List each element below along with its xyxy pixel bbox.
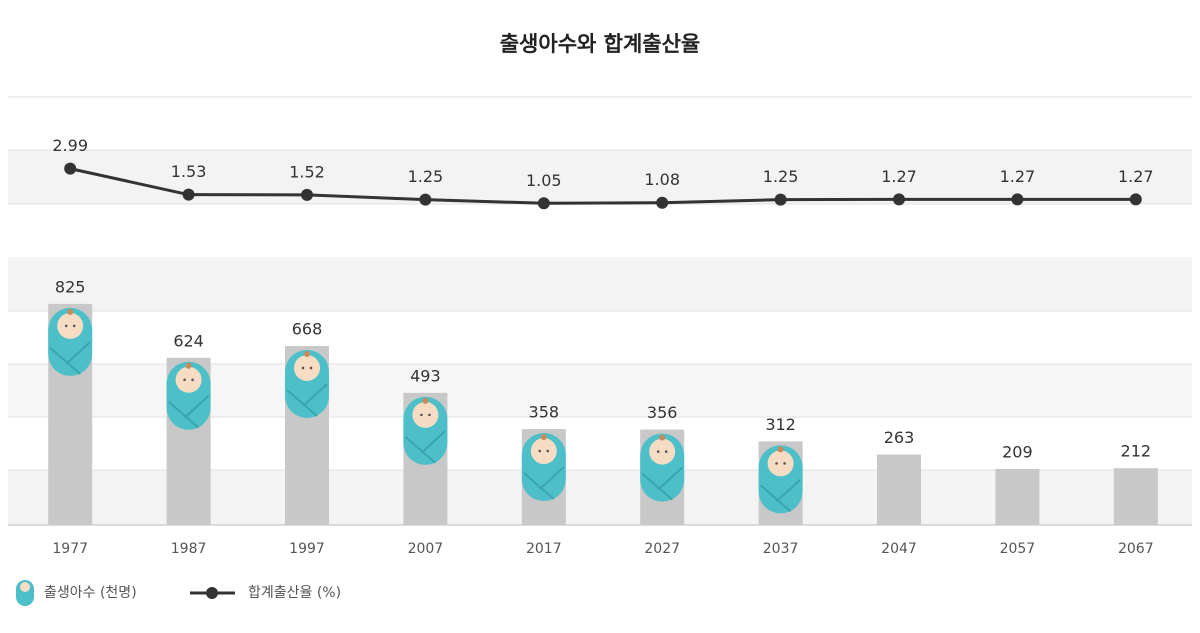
line-point <box>1011 193 1024 206</box>
baby-eye <box>183 378 186 382</box>
line-value-label: 1.08 <box>644 170 680 189</box>
line-value-label: 1.25 <box>408 167 444 186</box>
baby-eye <box>428 413 431 417</box>
line-point <box>182 188 195 201</box>
bar-value-label: 209 <box>1002 442 1033 461</box>
line-series: 2.99 1.53 1.52 1.25 1.05 1.08 1.25 1.27 1.27 1.27 <box>52 136 1154 210</box>
baby-face <box>649 438 676 465</box>
bar-value-label: 493 <box>410 366 441 385</box>
legend-icon-face <box>20 582 30 592</box>
baby-hair <box>659 434 666 441</box>
baby-icon <box>403 396 448 465</box>
x-tick-label: 2067 <box>1118 541 1154 557</box>
baby-hair <box>67 308 74 315</box>
baby-eye <box>538 449 542 453</box>
baby-face <box>294 354 320 381</box>
x-tick-label: 2037 <box>763 541 799 557</box>
bar-value-label: 668 <box>292 319 323 338</box>
baby-fold <box>404 430 447 464</box>
baby-hair <box>540 434 547 441</box>
baby-hair <box>304 350 310 357</box>
baby-hair <box>422 397 429 404</box>
baby-face <box>412 401 439 428</box>
line-value-label: 2.99 <box>52 136 88 155</box>
bar-value-label: 212 <box>1121 442 1152 461</box>
baby-eye <box>656 450 660 453</box>
band <box>8 257 1192 311</box>
bar <box>877 454 921 525</box>
baby-face <box>57 312 84 339</box>
baby-hair <box>185 362 192 369</box>
legend-marker <box>206 587 218 599</box>
line-value-label: 1.27 <box>1118 167 1154 186</box>
baby-face <box>530 438 557 465</box>
bar-value-label: 624 <box>173 331 204 350</box>
bar <box>995 468 1040 525</box>
line-value-label: 1.27 <box>1000 167 1036 186</box>
line-point <box>64 162 77 175</box>
baby-fold <box>759 478 802 513</box>
x-tick-label: 2027 <box>644 541 680 557</box>
line-value-label: 1.25 <box>763 167 799 186</box>
x-tick-label: 1987 <box>171 541 207 557</box>
line-point <box>419 193 432 206</box>
baby-icon <box>285 349 329 418</box>
baby-eye <box>301 366 305 370</box>
baby-icon <box>48 307 93 376</box>
line-value-label: 1.27 <box>881 167 917 186</box>
line-value-label: 1.53 <box>171 162 207 181</box>
baby-eye <box>546 449 550 453</box>
bar-value-label: 263 <box>884 428 915 447</box>
x-tick-label: 2017 <box>526 541 562 557</box>
line-point <box>1129 193 1142 206</box>
baby-face <box>767 450 794 477</box>
x-tick-label: 1997 <box>289 541 325 557</box>
bar-value-label: 358 <box>529 403 560 422</box>
baby-icon <box>640 433 685 502</box>
baby-eye <box>64 324 68 328</box>
legend-label: 합계출산율 (%) <box>248 585 341 601</box>
x-tick-label: 2057 <box>1000 541 1036 557</box>
legend: 출생아수 (천명) 합계출산율 (%) <box>16 580 341 606</box>
baby-eye <box>664 450 668 453</box>
line-value-label: 1.05 <box>526 171 562 190</box>
line-point <box>893 193 905 206</box>
bar-series: 825 624 668 493 358 356 312 263 209 212 <box>48 277 1158 525</box>
line <box>69 167 1136 205</box>
baby-fold <box>641 466 683 501</box>
line-point <box>656 196 669 209</box>
line-point <box>301 188 313 201</box>
legend-label: 출생아수 (천명) <box>44 585 137 601</box>
bar <box>1113 468 1158 525</box>
baby-fold <box>49 341 91 375</box>
baby-eye <box>72 324 76 328</box>
chart-title: 출생아수와 합계출산율 <box>500 32 701 56</box>
legend-symbol <box>16 580 34 606</box>
baby-eye <box>775 462 778 465</box>
line-value-label: 1.52 <box>289 162 325 181</box>
baby-eye <box>309 366 313 370</box>
baby-hair <box>777 446 784 453</box>
x-tick-label: 2047 <box>881 541 917 557</box>
baby-face <box>175 366 202 393</box>
baby-eye <box>783 462 786 465</box>
baby-fold <box>286 383 328 417</box>
line-point <box>774 193 787 206</box>
baby-eye <box>191 378 194 382</box>
baby-icon <box>521 433 566 502</box>
x-tick-label: 1977 <box>52 541 88 557</box>
bar-value-label: 312 <box>765 415 796 434</box>
bar-value-label: 356 <box>647 403 678 422</box>
baby-eye <box>420 413 423 417</box>
bar-value-label: 825 <box>55 277 86 296</box>
baby-fold <box>167 395 210 429</box>
x-tick-label: 2007 <box>408 541 444 557</box>
line-point <box>537 197 550 210</box>
baby-fold <box>523 466 565 500</box>
baby-icon <box>758 445 803 514</box>
baby-icon <box>166 361 211 430</box>
